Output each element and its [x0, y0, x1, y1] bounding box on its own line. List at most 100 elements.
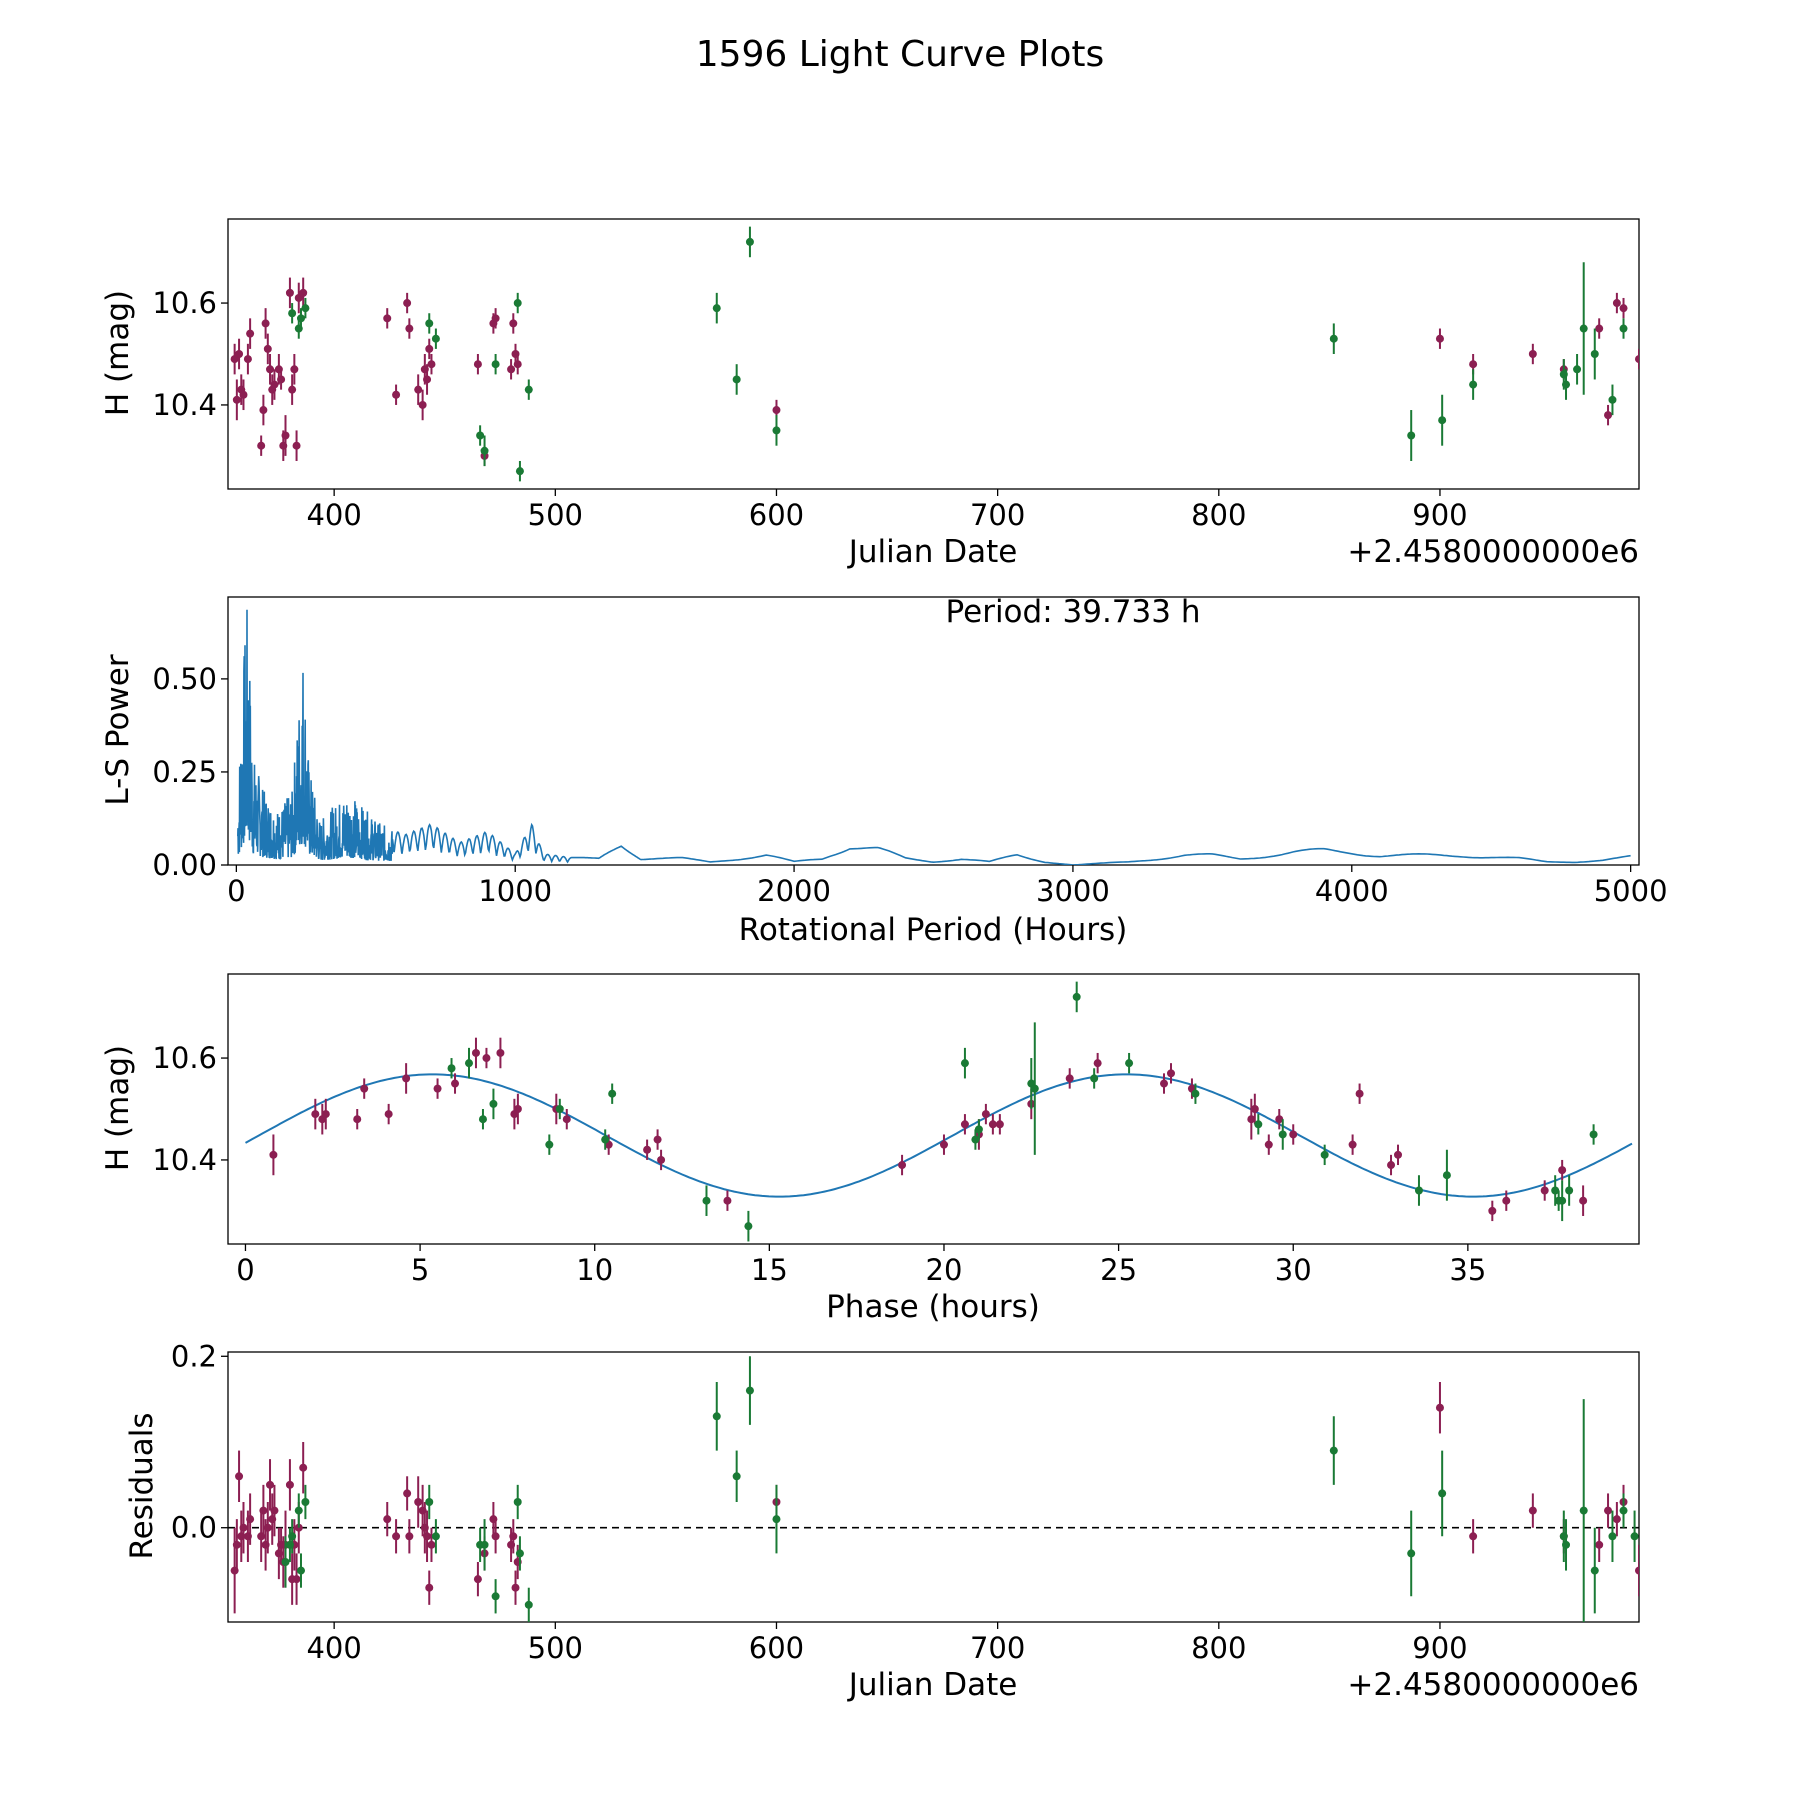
data-point [292, 1575, 301, 1584]
data-point [1387, 1161, 1396, 1170]
data-point [311, 1110, 320, 1119]
data-point [1289, 1130, 1298, 1139]
x-tick-label: 2000 [757, 874, 831, 908]
x-tick-label: 900 [1412, 498, 1467, 532]
data-point [772, 1515, 781, 1524]
data-point [1589, 1130, 1598, 1139]
data-point [383, 1515, 392, 1524]
ylabel-light-curve: H (mag) [100, 290, 136, 416]
data-point [403, 299, 412, 308]
data-point [1250, 1105, 1259, 1113]
data-point [524, 1600, 533, 1609]
data-point [515, 1549, 524, 1558]
data-point [723, 1196, 732, 1205]
data-point [491, 1532, 500, 1541]
data-point [513, 360, 522, 369]
x-tick-label: 400 [306, 498, 361, 532]
x-tick-label: 25 [1100, 1253, 1137, 1287]
data-point [1414, 1186, 1423, 1195]
data-point [1619, 304, 1628, 313]
data-point [1579, 1506, 1588, 1515]
data-point [285, 288, 294, 297]
data-point [243, 355, 252, 364]
xlabel-periodogram: Rotational Period (Hours) [739, 912, 1128, 948]
data-point [1579, 1196, 1588, 1205]
panel-periodogram: 0 1000 2000 3000 4000 5000 0.00 0.25 0.50 Rotatio… [100, 594, 1668, 948]
data-point [1619, 324, 1628, 333]
data-point [296, 314, 305, 323]
data-point [405, 324, 414, 333]
x-tick-label: 400 [306, 1631, 361, 1665]
x-tick-label: 0 [236, 1253, 254, 1287]
data-point [285, 1480, 294, 1489]
data-point [1604, 411, 1613, 420]
x-tick-label: 900 [1412, 1631, 1467, 1665]
data-point [555, 1105, 564, 1113]
data-point [433, 1084, 442, 1093]
data-point [562, 1115, 571, 1124]
data-point [431, 1532, 440, 1541]
data-point [478, 1115, 487, 1124]
data-point [1635, 1566, 1639, 1575]
data-point [1407, 1549, 1416, 1558]
x-tick-label: 800 [1191, 498, 1246, 532]
xlabel-residuals: Julian Date [847, 1667, 1018, 1703]
x-tick-label: 500 [528, 498, 583, 532]
data-point [939, 1140, 948, 1149]
data-point [259, 406, 268, 415]
data-point [491, 314, 500, 323]
data-point [1438, 416, 1447, 425]
data-point [288, 1532, 297, 1541]
data-point [1635, 355, 1639, 364]
data-point [414, 385, 423, 394]
data-point [995, 1120, 1004, 1129]
x-tick-label: 600 [749, 1631, 804, 1665]
ylabel-periodogram: L-S Power [100, 654, 136, 805]
data-point [1329, 334, 1338, 343]
points-residuals [230, 1356, 1639, 1622]
panel-phased: 0 5 10 15 20 25 30 35 10.4 10.6 Phase (hours) H (ma… [100, 973, 1640, 1325]
data-point [772, 426, 781, 435]
data-point [431, 334, 440, 343]
data-point [235, 350, 244, 358]
data-point [261, 319, 270, 328]
data-point [1604, 1506, 1613, 1515]
data-point [1125, 1059, 1134, 1068]
periodogram-line [237, 609, 1631, 865]
model-curve [245, 1073, 1633, 1198]
data-point [423, 1532, 432, 1541]
x-tick-label: 600 [749, 498, 804, 532]
data-point [403, 1489, 412, 1498]
data-point [1540, 1186, 1549, 1195]
data-point [402, 1074, 411, 1083]
data-point [473, 360, 482, 369]
data-point [294, 1506, 303, 1515]
data-point [515, 467, 524, 476]
x-tick-label: 5 [411, 1253, 429, 1287]
data-point [270, 380, 279, 389]
data-point [296, 1566, 305, 1575]
data-point [259, 1506, 268, 1515]
data-point [608, 1089, 617, 1098]
data-point [290, 365, 299, 374]
panel-residuals: 400 500 600 700 800 900 0.0 0.2 Julian Date Resid… [124, 1339, 1640, 1703]
data-point [471, 1048, 480, 1057]
data-point [1595, 324, 1604, 333]
data-point [301, 304, 310, 313]
x-tick-label: 30 [1275, 1253, 1312, 1287]
data-point [270, 1506, 279, 1515]
data-point [971, 1135, 980, 1144]
data-point [288, 309, 297, 318]
data-point [1469, 380, 1478, 389]
data-point [425, 344, 434, 353]
y-tick-label: 10.4 [152, 1143, 217, 1177]
points-lightcurve [230, 226, 1639, 482]
data-point [1072, 992, 1081, 1001]
data-point [988, 1120, 997, 1129]
x-tick-label: 15 [751, 1253, 788, 1287]
data-point [1528, 350, 1537, 358]
data-point [482, 1054, 491, 1063]
data-point [384, 1110, 393, 1119]
data-point [1469, 1532, 1478, 1541]
data-point [489, 1099, 498, 1108]
